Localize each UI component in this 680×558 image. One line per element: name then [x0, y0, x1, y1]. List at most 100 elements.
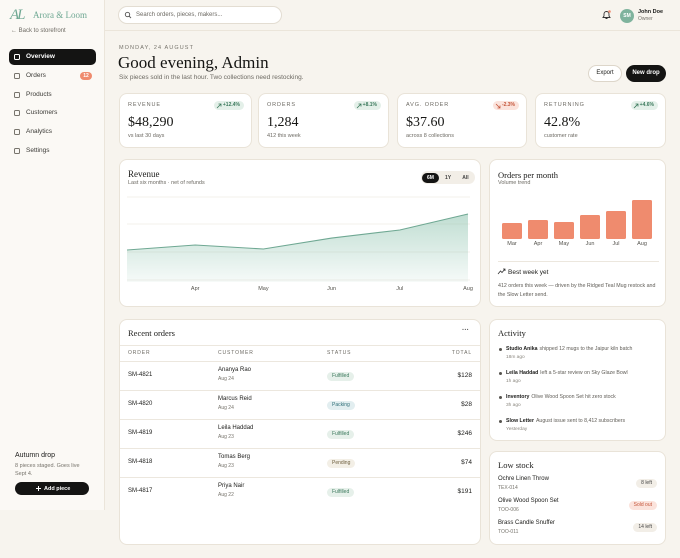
trend-arrow [496, 103, 501, 108]
kpi-note: vs last 30 days [128, 133, 165, 139]
product-name[interactable]: Ochre Linen Throw [498, 476, 549, 482]
user-name: John Doe [638, 9, 664, 15]
product-name[interactable]: Brass Candle Snuffer [498, 520, 555, 526]
nav-item[interactable]: Customers [9, 105, 96, 121]
order-total: $28 [461, 401, 472, 408]
notification-dot [608, 10, 611, 13]
order-id[interactable]: SM-4821 [128, 372, 153, 378]
back-link[interactable]: ← Back to storefront [11, 28, 66, 34]
row-divider [120, 477, 480, 478]
page-subtitle: Six pieces sold in the last hour. Two co… [119, 74, 304, 81]
plus-icon [36, 486, 41, 491]
activity-text: Olive Wood Spoon Set hit zero stock [531, 394, 616, 400]
activity-actor: Slow Letter [506, 418, 534, 424]
activity-line: Leila Haddad left a 5-star review on Sky … [506, 370, 628, 376]
order-id[interactable]: SM-4817 [128, 488, 153, 494]
row-divider [120, 361, 480, 362]
menu-button[interactable]: ··· [462, 327, 469, 334]
order-date: Aug 23 [218, 463, 234, 469]
search-icon [124, 11, 131, 18]
activity-actor: Leila Haddad [506, 370, 539, 376]
product-sku: TOO-011 [498, 529, 519, 535]
logo-mark: AL [10, 7, 25, 23]
status-badge: Fulfilled [327, 487, 355, 497]
nav-item[interactable]: Overview [9, 49, 96, 65]
search-box[interactable]: Search orders, pieces, makers... [118, 6, 282, 24]
revenue-card: Revenue Last six months · net of refunds 6… [119, 159, 481, 307]
product-name[interactable]: Olive Wood Spoon Set [498, 498, 559, 504]
order-date: Aug 22 [218, 492, 234, 498]
topbar-divider [105, 30, 680, 31]
kpi-delta: +8.1% [353, 101, 381, 110]
plus-icon [36, 486, 41, 491]
order-id[interactable]: SM-4818 [128, 459, 153, 465]
kpi-label: AVG. ORDER [406, 102, 450, 108]
customer-name: Priya Nair [218, 483, 245, 489]
kpi-delta: -2.3% [492, 101, 519, 110]
nav-icon [14, 54, 20, 60]
kpi-delta: +4.6% [630, 101, 658, 110]
revenue-title: Revenue [128, 169, 160, 179]
avatar[interactable]: SM [620, 9, 634, 23]
revenue-subtitle: Last six months · net of refunds [128, 180, 205, 186]
nav-icon [14, 110, 20, 116]
nav-label: Analytics [26, 128, 53, 135]
search-placeholder: Search orders, pieces, makers... [136, 12, 223, 18]
new-drop-button[interactable]: New drop [626, 65, 666, 82]
order-total: $246 [457, 430, 472, 437]
range-option[interactable]: All [462, 174, 469, 181]
trend-arrow [356, 103, 362, 108]
activity-dot [499, 348, 502, 351]
kpi-value: 1,284 [267, 115, 299, 130]
order-id[interactable]: SM-4819 [128, 430, 153, 436]
kpi-card: RETURNING +4.6% 42.8% customer rate [535, 93, 666, 148]
trend-arrow [633, 103, 639, 108]
nav-item[interactable]: Products [9, 87, 96, 103]
kpi-value: $37.60 [406, 115, 445, 130]
activity-actor: Studio Anika [506, 346, 538, 352]
date: MONDAY, 24 AUGUST [119, 45, 195, 51]
add-piece-button[interactable]: Add piece [15, 482, 89, 495]
order-total: $128 [457, 372, 472, 379]
table-divider [120, 345, 480, 346]
nav-item[interactable]: Analytics [9, 124, 96, 140]
customer-name: Ananya Rao [218, 367, 252, 373]
export-button[interactable]: Export [588, 65, 622, 82]
kpi-card: REVENUE +12.4% $48,290 vs last 30 days [119, 93, 252, 148]
kpi-label: ORDERS [267, 102, 296, 108]
nav-item[interactable]: Orders 12 [9, 68, 96, 84]
order-total: $74 [461, 459, 472, 466]
nav-item[interactable]: Settings [9, 143, 96, 159]
low-stock-title: Low stock [498, 460, 534, 470]
nav-label: Customers [26, 109, 58, 116]
activity-time: 18m ago [506, 355, 525, 360]
kpi-note: 412 this week [267, 133, 301, 139]
activity-time: 3h ago [506, 403, 521, 408]
nav-icon [14, 148, 20, 154]
order-id[interactable]: SM-4820 [128, 401, 153, 407]
order-total: $191 [457, 488, 472, 495]
column-header: CUSTOMER [218, 350, 254, 356]
status-badge: Fulfilled [327, 429, 355, 439]
sidebar [0, 0, 105, 510]
range-option[interactable]: 1Y [444, 174, 452, 181]
row-divider [120, 390, 480, 391]
activity-card: Activity Studio Anika shipped 12 mugs to t… [489, 319, 666, 441]
range-toggle: 6M 1Y All [421, 171, 475, 184]
order-date: Aug 23 [218, 434, 234, 440]
activity-title: Activity [498, 328, 526, 338]
brand: Arora & Loom [33, 10, 87, 20]
status-badge: Packing [327, 400, 355, 410]
kpi-card: ORDERS +8.1% 1,284 412 this week [258, 93, 389, 148]
recent-orders-card: Recent orders ··· ORDER CUSTOMER STATUS TOTAL… [119, 319, 481, 545]
kpi-value: 42.8% [544, 115, 581, 130]
highlight-title: Best week yet [508, 269, 549, 276]
activity-text: shipped 12 mugs to the Jaipur kiln batch [539, 346, 633, 352]
x-tick-label: Aug [637, 241, 647, 247]
activity-actor: Inventory [506, 394, 530, 400]
nav-label: Products [26, 91, 52, 98]
customer-name: Tomas Berg [218, 454, 251, 460]
range-option[interactable]: 6M [422, 172, 439, 183]
column-header: TOTAL [451, 350, 472, 356]
